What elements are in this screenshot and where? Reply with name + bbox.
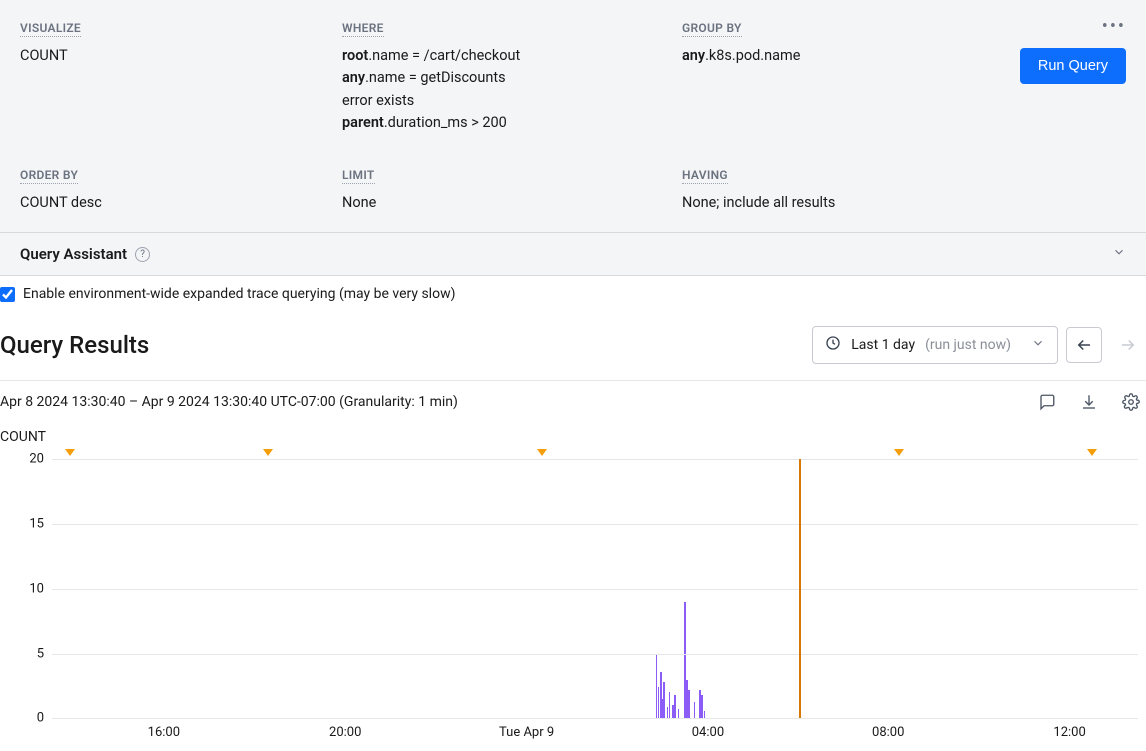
chart[interactable]: 05101520: [52, 459, 1138, 719]
timestamp-row: Apr 8 2024 13:30:40 – Apr 9 2024 13:30:4…: [0, 380, 1146, 411]
having-label: HAVING: [682, 168, 728, 184]
visualize-value: COUNT: [20, 45, 342, 67]
groupby-label: GROUP BY: [682, 21, 742, 37]
clock-icon: [825, 335, 841, 355]
chevron-down-icon[interactable]: [1112, 245, 1126, 263]
visualize-label: VISUALIZE: [20, 21, 81, 37]
groupby-prefix: any: [682, 47, 705, 64]
having-value: None; include all results: [682, 192, 1126, 214]
time-range-text: Last 1 day: [851, 337, 915, 353]
having-section[interactable]: HAVING None; include all results: [682, 167, 1126, 214]
query-row-1: VISUALIZE COUNT WHERE root.name = /cart/…: [20, 20, 1126, 135]
query-assistant-left: Query Assistant ?: [20, 245, 150, 263]
time-range-note: (run just now): [925, 337, 1011, 353]
orderby-value: COUNT desc: [20, 192, 342, 214]
limit-value: None: [342, 192, 682, 214]
chart-area: COUNT 05101520 16:0020:00Tue Apr 904:000…: [0, 429, 1146, 743]
enable-trace-checkbox[interactable]: [0, 287, 15, 302]
help-icon[interactable]: ?: [135, 247, 150, 262]
y-axis: 05101520: [0, 459, 48, 718]
nav-forward-button: [1110, 327, 1146, 363]
time-range-picker[interactable]: Last 1 day (run just now): [812, 326, 1058, 364]
where-section[interactable]: WHERE root.name = /cart/checkoutany.name…: [342, 20, 682, 135]
timestamp-actions: [1038, 393, 1146, 411]
where-label: WHERE: [342, 21, 384, 37]
groupby-rest: .k8s.pod.name: [705, 47, 800, 64]
comment-icon[interactable]: [1038, 393, 1056, 411]
enable-trace-row: Enable environment-wide expanded trace q…: [0, 276, 1146, 312]
gear-icon[interactable]: [1122, 393, 1140, 411]
more-menu-icon[interactable]: •••: [1102, 18, 1126, 36]
query-row-2: ORDER BY COUNT desc LIMIT None HAVING No…: [20, 167, 1126, 214]
orderby-label: ORDER BY: [20, 168, 78, 184]
query-assistant-title: Query Assistant: [20, 245, 127, 263]
results-header: Query Results Last 1 day (run just now): [0, 312, 1146, 368]
results-controls: Last 1 day (run just now): [812, 326, 1146, 364]
chart-markers: [52, 449, 1138, 459]
results-title: Query Results: [0, 331, 149, 359]
chart-title: COUNT: [0, 429, 1146, 445]
limit-label: LIMIT: [342, 168, 375, 184]
download-icon[interactable]: [1080, 393, 1098, 411]
visualize-section[interactable]: VISUALIZE COUNT: [20, 20, 342, 135]
query-builder: VISUALIZE COUNT WHERE root.name = /cart/…: [0, 0, 1146, 233]
x-axis: 16:0020:00Tue Apr 904:0008:0012:00: [52, 725, 1138, 743]
chevron-down-icon: [1031, 336, 1045, 354]
run-query-area: ••• Run Query: [1020, 18, 1126, 84]
query-assistant-bar[interactable]: Query Assistant ?: [0, 233, 1146, 276]
where-clauses: root.name = /cart/checkoutany.name = get…: [342, 45, 682, 135]
nav-back-button[interactable]: [1066, 327, 1102, 363]
limit-section[interactable]: LIMIT None: [342, 167, 682, 214]
enable-trace-label[interactable]: Enable environment-wide expanded trace q…: [23, 286, 455, 302]
orderby-section[interactable]: ORDER BY COUNT desc: [20, 167, 342, 214]
run-query-button[interactable]: Run Query: [1020, 48, 1126, 84]
timestamp-text: Apr 8 2024 13:30:40 – Apr 9 2024 13:30:4…: [0, 394, 458, 410]
